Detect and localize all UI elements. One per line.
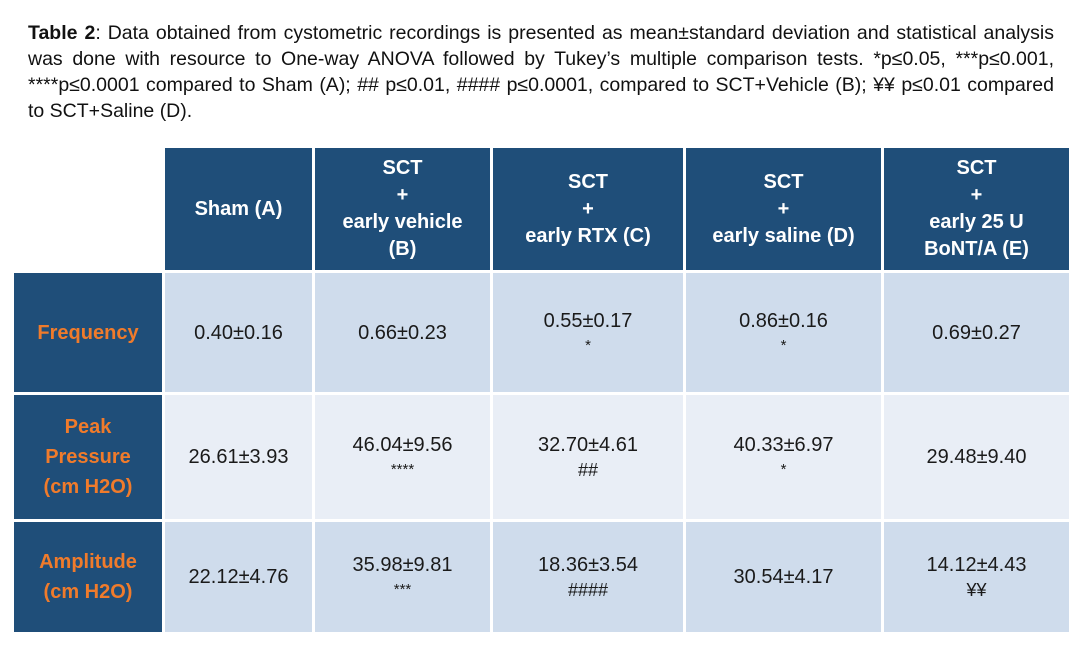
significance-mark: *** bbox=[393, 581, 412, 598]
column-header-bonta: SCT + early 25 U BoNT/A (E) bbox=[884, 148, 1069, 270]
significance-mark: * bbox=[780, 461, 787, 478]
significance-mark: * bbox=[585, 336, 591, 354]
cell-peak-pressure-vehicle: 46.04±9.56 **** bbox=[315, 395, 490, 519]
cell-frequency-sham: 0.40±0.16 bbox=[165, 273, 312, 392]
cell-amplitude-rtx: 18.36±3.54 #### bbox=[493, 522, 683, 632]
significance-mark: ## bbox=[577, 460, 599, 480]
cell-amplitude-bonta: 14.12±4.43 ¥¥ bbox=[884, 522, 1069, 632]
cell-amplitude-vehicle: 35.98±9.81 *** bbox=[315, 522, 490, 632]
corner-cell bbox=[14, 148, 162, 270]
significance-mark: * bbox=[780, 336, 787, 354]
table-caption: Table 2: Data obtained from cystometric … bbox=[28, 20, 1054, 124]
cell-peak-pressure-sham: 26.61±3.93 bbox=[165, 395, 312, 519]
cell-frequency-bonta: 0.69±0.27 bbox=[884, 273, 1069, 392]
cell-frequency-rtx: 0.55±0.17 * bbox=[493, 273, 683, 392]
cell-frequency-saline: 0.86±0.16 * bbox=[686, 273, 881, 392]
column-header-saline: SCT + early saline (D) bbox=[686, 148, 881, 270]
cell-peak-pressure-rtx: 32.70±4.61 ## bbox=[493, 395, 683, 519]
cell-amplitude-sham: 22.12±4.76 bbox=[165, 522, 312, 632]
table-row-amplitude: Amplitude (cm H2O) 22.12±4.76 35.98±9.81… bbox=[14, 522, 1069, 632]
row-header-frequency: Frequency bbox=[14, 273, 162, 392]
row-header-peak-pressure: Peak Pressure (cm H2O) bbox=[14, 395, 162, 519]
cell-peak-pressure-saline: 40.33±6.97 * bbox=[686, 395, 881, 519]
significance-mark: **** bbox=[390, 461, 415, 478]
significance-mark: #### bbox=[567, 580, 609, 600]
cell-peak-pressure-bonta: 29.48±9.40 bbox=[884, 395, 1069, 519]
column-header-sham: Sham (A) bbox=[165, 148, 312, 270]
column-header-vehicle: SCT + early vehicle (B) bbox=[315, 148, 490, 270]
caption-text: : Data obtained from cystometric recordi… bbox=[28, 22, 1054, 122]
column-header-rtx: SCT + early RTX (C) bbox=[493, 148, 683, 270]
cell-amplitude-saline: 30.54±4.17 bbox=[686, 522, 881, 632]
caption-lead: Table 2 bbox=[28, 22, 96, 44]
data-table: Sham (A) SCT + early vehicle (B) SCT + e… bbox=[11, 145, 1072, 635]
header-row: Sham (A) SCT + early vehicle (B) SCT + e… bbox=[14, 148, 1069, 270]
significance-mark: ¥¥ bbox=[966, 580, 987, 600]
table-row-frequency: Frequency 0.40±0.16 0.66±0.23 0.55±0.17 … bbox=[14, 273, 1069, 392]
cell-frequency-vehicle: 0.66±0.23 bbox=[315, 273, 490, 392]
row-header-amplitude: Amplitude (cm H2O) bbox=[14, 522, 162, 632]
table-row-peak-pressure: Peak Pressure (cm H2O) 26.61±3.93 46.04±… bbox=[14, 395, 1069, 519]
